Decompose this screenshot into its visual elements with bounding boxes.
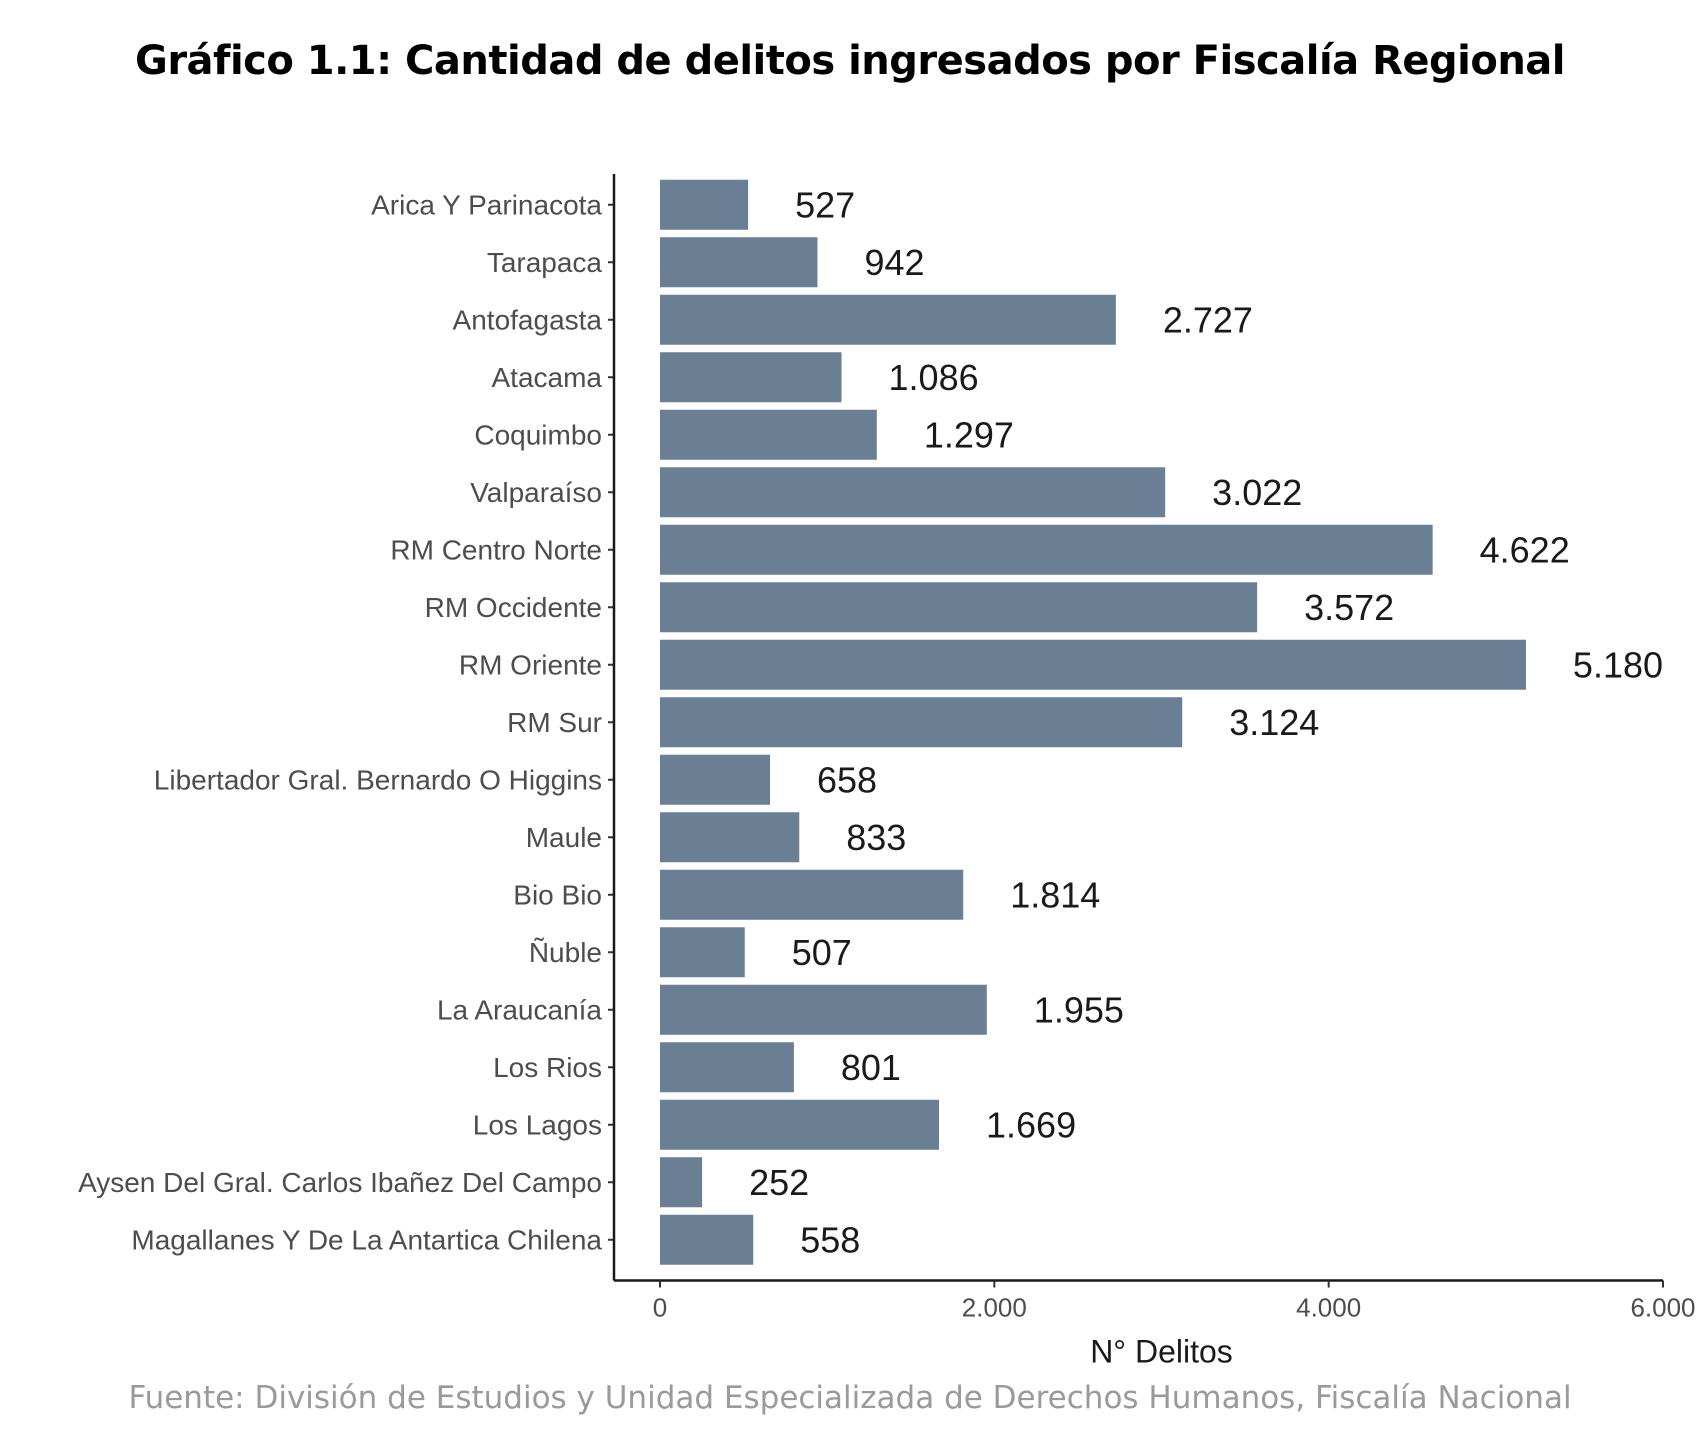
- category-label: RM Sur: [507, 707, 602, 738]
- bar: [660, 869, 964, 920]
- category-label: La Araucanía: [437, 994, 602, 1025]
- category-labels-group: Arica Y Parinacota Tarapaca Antofagasta Ata…: [78, 189, 602, 1255]
- axes-group: 0 2.000 4.000 6.000: [608, 174, 1696, 1323]
- value-label: 2.727: [1163, 299, 1253, 340]
- bar: [660, 1099, 940, 1150]
- category-label: Tarapaca: [487, 247, 603, 278]
- category-label: Antofagasta: [453, 304, 603, 335]
- bar: [660, 697, 1183, 748]
- bar: [660, 927, 745, 978]
- bar: [660, 812, 800, 863]
- value-label: 1.297: [924, 414, 1014, 455]
- bar: [660, 639, 1526, 690]
- value-label: 658: [817, 759, 877, 800]
- x-axis-title: N° Delitos: [1090, 1334, 1233, 1370]
- bar: [660, 294, 1116, 345]
- category-label: Valparaíso: [470, 477, 602, 508]
- category-label: Maule: [526, 822, 602, 853]
- category-label: Arica Y Parinacota: [371, 189, 602, 220]
- category-label: RM Oriente: [459, 649, 602, 680]
- x-tick-label: 4.000: [1296, 1293, 1361, 1323]
- value-label: 833: [846, 817, 906, 858]
- value-label: 1.086: [889, 357, 979, 398]
- bar: [660, 237, 818, 288]
- category-label: Aysen Del Gral. Carlos Ibañez Del Campo: [78, 1167, 602, 1198]
- bar: [660, 1157, 703, 1208]
- x-tick-label: 2.000: [962, 1293, 1027, 1323]
- value-label: 507: [792, 932, 852, 973]
- chart-title: Gráfico 1.1: Cantidad de delitos ingresa…: [134, 38, 1566, 84]
- category-label: Atacama: [492, 362, 603, 393]
- value-label: 3.022: [1212, 472, 1302, 513]
- x-tick-label: 6.000: [1630, 1293, 1695, 1323]
- category-label: Los Rios: [493, 1052, 602, 1083]
- value-label: 252: [749, 1162, 809, 1203]
- value-label: 1.814: [1010, 874, 1100, 915]
- value-label: 558: [800, 1219, 860, 1260]
- category-label: Ñuble: [529, 937, 602, 968]
- bar: [660, 582, 1258, 633]
- x-tick-label: 0: [653, 1293, 667, 1323]
- category-label: RM Centro Norte: [390, 534, 602, 565]
- category-label: Bio Bio: [513, 879, 602, 910]
- bar: [660, 984, 987, 1035]
- bar-chart: Arica Y Parinacota Tarapaca Antofagasta Ata…: [78, 174, 1696, 1370]
- category-label: Coquimbo: [474, 419, 602, 450]
- bars-group: [660, 179, 1526, 1265]
- bar: [660, 524, 1433, 575]
- bar: [660, 467, 1166, 518]
- value-label: 942: [864, 242, 924, 283]
- value-label: 3.124: [1229, 702, 1319, 743]
- value-label: 527: [795, 184, 855, 225]
- source-note: Fuente: División de Estudios y Unidad Es…: [128, 1380, 1572, 1416]
- bar: [660, 352, 842, 403]
- value-label: 1.669: [986, 1104, 1076, 1145]
- category-label: Libertador Gral. Bernardo O Higgins: [154, 764, 602, 795]
- value-label: 1.955: [1034, 989, 1124, 1030]
- bar: [660, 179, 749, 230]
- bar: [660, 409, 877, 460]
- category-label: RM Occidente: [425, 592, 602, 623]
- value-label: 4.622: [1480, 529, 1570, 570]
- value-label: 5.180: [1573, 644, 1663, 685]
- category-label: Los Lagos: [473, 1109, 602, 1140]
- bar: [660, 754, 770, 805]
- value-label: 3.572: [1304, 587, 1394, 628]
- bar: [660, 1214, 754, 1265]
- value-label: 801: [841, 1047, 901, 1088]
- bar: [660, 1042, 794, 1093]
- category-label: Magallanes Y De La Antartica Chilena: [131, 1224, 602, 1255]
